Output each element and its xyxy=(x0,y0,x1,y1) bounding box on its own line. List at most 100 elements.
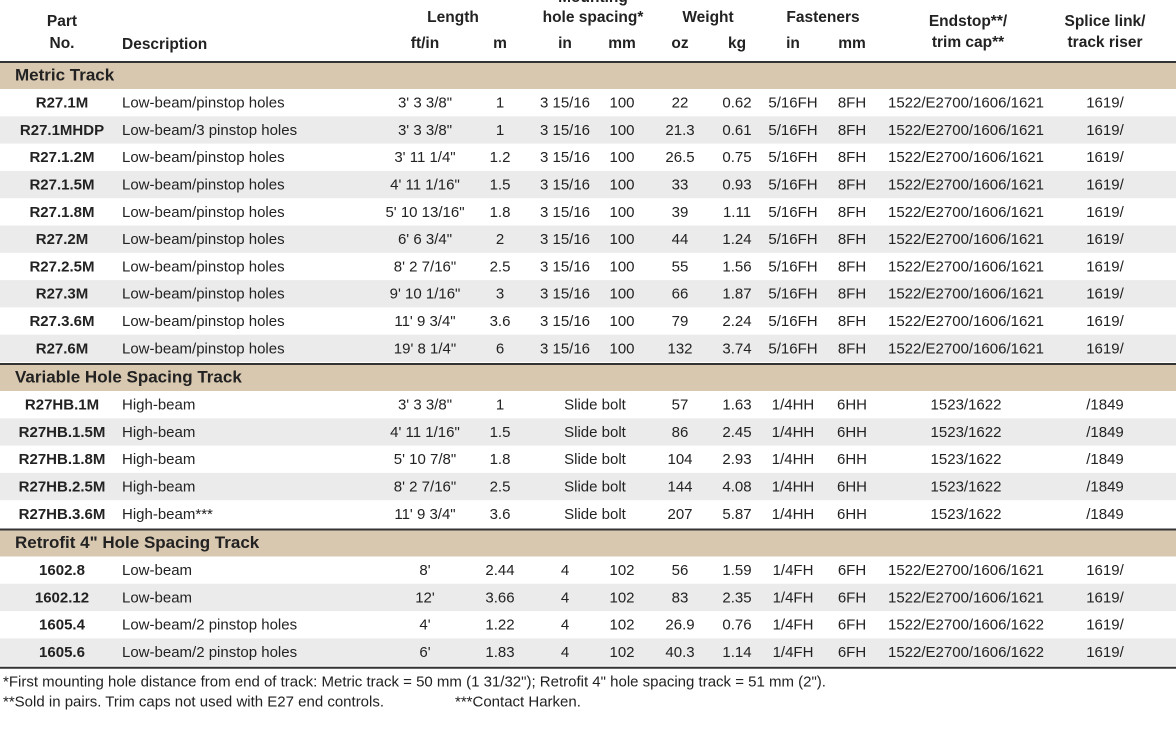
cell: 102 xyxy=(609,589,634,606)
cell: 1/4FH xyxy=(773,644,814,661)
cell: 2.35 xyxy=(722,589,751,606)
section-title: Metric Track xyxy=(15,65,115,84)
cell: 3.66 xyxy=(485,589,514,606)
cell: 1/4HH xyxy=(772,479,815,496)
cell: 1522/E2700/1606/1621 xyxy=(888,562,1044,579)
row-shade xyxy=(0,418,1176,446)
cell: Slide bolt xyxy=(564,479,627,496)
cell: R27.3M xyxy=(36,286,89,303)
cell: 5/16FH xyxy=(768,286,817,303)
cell: R27.6M xyxy=(36,340,89,357)
cell: 4 xyxy=(561,562,569,579)
cell: 1619/ xyxy=(1086,644,1124,661)
cell: R27HB.2.5M xyxy=(19,479,106,496)
cell: 144 xyxy=(667,479,692,496)
cell: 3 15/16 xyxy=(540,340,590,357)
cell: 2 xyxy=(496,231,504,248)
row-shade xyxy=(0,280,1176,308)
section-title: Variable Hole Spacing Track xyxy=(15,367,242,386)
cell: 8' 2 7/16" xyxy=(394,258,456,275)
cell: 5/16FH xyxy=(768,95,817,112)
cell: Slide bolt xyxy=(564,506,627,523)
cell: High-beam xyxy=(122,451,195,468)
cell: /1849 xyxy=(1086,451,1124,468)
cell: 4.08 xyxy=(722,479,751,496)
cell: High-beam xyxy=(122,397,195,414)
cell: 1522/E2700/1606/1621 xyxy=(888,589,1044,606)
cell: 1619/ xyxy=(1086,340,1124,357)
cell: 8FH xyxy=(838,204,866,221)
cell: 1619/ xyxy=(1086,286,1124,303)
header-label: in xyxy=(786,35,800,52)
cell: 8' xyxy=(419,562,430,579)
cell: 1619/ xyxy=(1086,149,1124,166)
cell: 21.3 xyxy=(665,122,694,139)
cell: 1619/ xyxy=(1086,177,1124,194)
cell: Low-beam xyxy=(122,562,192,579)
cell: 6' xyxy=(419,644,430,661)
cell: R27HB.1M xyxy=(25,397,99,414)
cell: 5' 10 7/8" xyxy=(394,451,456,468)
footnote: *First mounting hole distance from end o… xyxy=(3,674,826,691)
cell: 79 xyxy=(672,313,689,330)
cell: 3' 3 3/8" xyxy=(398,122,452,139)
cell: 1523/1622 xyxy=(931,424,1002,441)
cell: Low-beam/pinstop holes xyxy=(122,177,285,194)
cell: 3' 11 1/4" xyxy=(394,149,455,166)
cell: Low-beam xyxy=(122,589,192,606)
cell: 1523/1622 xyxy=(931,451,1002,468)
header-label: Fasteners xyxy=(786,9,859,26)
cell: 66 xyxy=(672,286,689,303)
header-label: trim cap** xyxy=(932,34,1005,51)
cell: Slide bolt xyxy=(564,397,627,414)
cell: 5/16FH xyxy=(768,340,817,357)
header-label: m xyxy=(493,35,507,52)
cell: 1522/E2700/1606/1622 xyxy=(888,644,1044,661)
cell: 3 15/16 xyxy=(540,286,590,303)
cell: High-beam*** xyxy=(122,506,213,523)
cell: 3 15/16 xyxy=(540,177,590,194)
cell: 4' 11 1/16" xyxy=(390,424,460,441)
section-band xyxy=(0,62,1176,89)
cell: Low-beam/pinstop holes xyxy=(122,313,285,330)
cell: 1/4FH xyxy=(773,562,814,579)
header-label: mm xyxy=(838,35,866,52)
cell: R27.3.6M xyxy=(29,313,94,330)
cell: 8FH xyxy=(838,286,866,303)
cell: 1/4FH xyxy=(773,617,814,634)
cell: 6HH xyxy=(837,506,867,523)
section-band xyxy=(0,529,1176,557)
cell: 132 xyxy=(667,340,692,357)
row-shade xyxy=(0,638,1176,666)
cell: 1.83 xyxy=(485,644,514,661)
header-label: Splice link/ xyxy=(1065,13,1147,30)
cell: 1.5 xyxy=(490,424,511,441)
row-shade xyxy=(0,583,1176,612)
row-shade xyxy=(0,170,1176,199)
cell: 40.3 xyxy=(665,644,694,661)
footnote: **Sold in pairs. Trim caps not used with… xyxy=(3,694,384,711)
cell: R27HB.1.5M xyxy=(19,424,106,441)
cell: 1619/ xyxy=(1086,258,1124,275)
cell: Low-beam/2 pinstop holes xyxy=(122,644,297,661)
cell: 8FH xyxy=(838,149,866,166)
header-label: Part xyxy=(47,13,77,30)
cell: 6HH xyxy=(837,451,867,468)
cell: 1605.6 xyxy=(39,644,85,661)
cell: 100 xyxy=(609,258,634,275)
cell: 1.2 xyxy=(490,149,511,166)
cell: 1.22 xyxy=(485,617,514,634)
cell: 33 xyxy=(672,177,689,194)
cell: 1523/1622 xyxy=(931,506,1002,523)
cell: 83 xyxy=(672,589,689,606)
cell: 0.76 xyxy=(722,617,751,634)
cell: Low-beam/pinstop holes xyxy=(122,340,285,357)
cell: 100 xyxy=(609,177,634,194)
cell: 8FH xyxy=(838,313,866,330)
cell: /1849 xyxy=(1086,479,1124,496)
cell: 3 15/16 xyxy=(540,231,590,248)
cell: 1.87 xyxy=(722,286,751,303)
cell: 4 xyxy=(561,617,569,634)
cell: 5/16FH xyxy=(768,122,817,139)
